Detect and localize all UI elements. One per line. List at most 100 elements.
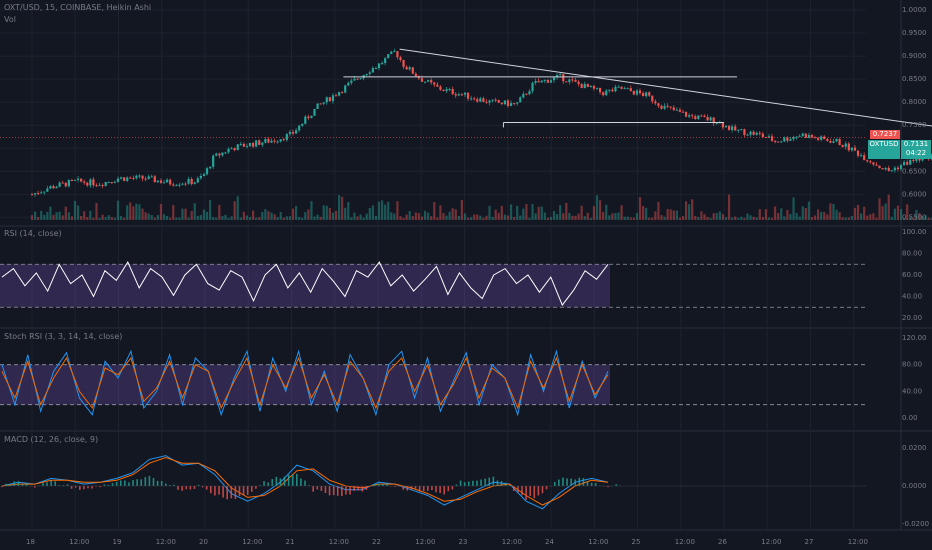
macd-histogram-bar [50, 480, 52, 486]
candle-body [473, 98, 476, 100]
volume-bar [466, 217, 470, 220]
volume-bar [801, 206, 804, 220]
volume-bar [706, 216, 709, 220]
volume-bar [261, 211, 264, 220]
macd-histogram-bar [574, 479, 577, 486]
candle-body [519, 97, 522, 103]
volume-bar [110, 217, 113, 220]
macd-histogram-bar [197, 484, 200, 486]
volume-bar [494, 209, 497, 220]
oscillator-axis-label: 100.00 [902, 228, 927, 236]
candle-body [875, 164, 878, 166]
candle-body [153, 176, 156, 182]
macd-histogram-bar [107, 484, 110, 486]
candle-body [694, 116, 697, 120]
macd-histogram-bar [349, 486, 351, 495]
macd-histogram-bar [91, 486, 93, 489]
candle-body [890, 170, 893, 172]
volume-bar [399, 216, 402, 220]
volume-bar [384, 204, 387, 220]
macd-histogram-bar [263, 481, 265, 486]
candle-body [906, 162, 909, 165]
price-axis-label: 0.8000 [902, 98, 927, 106]
candle-body [43, 191, 46, 193]
candle-body [789, 139, 792, 141]
candle-body [798, 135, 801, 137]
volume-bar [172, 205, 175, 220]
macd-histogram-bar [541, 486, 544, 494]
oscillator-axis-label: 0.0000 [902, 482, 927, 490]
candle-body [107, 182, 110, 184]
volume-bar [371, 205, 374, 220]
macd-histogram-bar [525, 486, 527, 500]
descending-trendline [399, 48, 932, 127]
candle-body [215, 153, 218, 156]
macd-pane[interactable] [0, 455, 866, 510]
price-axis-label: 0.6500 [902, 167, 927, 175]
volume-bar [184, 208, 187, 220]
volume-bar [853, 207, 857, 220]
volume-bar [700, 211, 703, 220]
volume-bar [470, 217, 473, 220]
volume-bar [451, 208, 454, 220]
candle-body [316, 103, 319, 109]
macd-histogram-bar [111, 483, 114, 486]
candle-body [770, 136, 774, 141]
macd-histogram-bar [124, 480, 126, 486]
volume-bar [583, 216, 586, 220]
candle-body [466, 92, 470, 99]
volume-bar [393, 213, 396, 220]
volume-bar [420, 216, 424, 220]
tag-countdown: 04:22 [905, 149, 927, 157]
volume-bar [233, 201, 236, 220]
macd-histogram-bar [578, 477, 581, 486]
volume-bar [755, 217, 758, 220]
volume-bar [436, 217, 439, 220]
candle-body [767, 136, 771, 138]
macd-histogram-bar [222, 486, 224, 498]
volume-bar [503, 214, 506, 220]
macd-histogram-bar [230, 486, 233, 499]
candle-body [583, 83, 586, 89]
volume-bar [866, 215, 869, 220]
volume-bar [826, 214, 829, 220]
candle-body [684, 111, 688, 117]
volume-bar [881, 206, 884, 220]
price-pane[interactable] [0, 48, 932, 220]
candle-body [420, 78, 424, 82]
candle-body [715, 123, 718, 125]
candle-body [866, 160, 869, 162]
volume-bar [663, 216, 666, 220]
time-axis-label: 12:00 [329, 538, 349, 546]
macd-histogram-bar [328, 486, 331, 496]
volume-bar [380, 200, 384, 220]
candle-body [537, 80, 540, 83]
macd-histogram-bar [144, 477, 147, 486]
candle-body [500, 102, 503, 105]
macd-histogram-bar [115, 481, 118, 486]
macd-histogram-bar [283, 476, 286, 486]
macd-histogram-bar [42, 482, 44, 486]
candle-body [878, 165, 881, 169]
candle-body [347, 82, 350, 86]
stoch-rsi-pane[interactable] [0, 349, 866, 417]
macd-histogram-bar [484, 478, 486, 486]
candle-body [40, 192, 43, 194]
volume-bar [491, 216, 494, 220]
candle-body [847, 143, 850, 151]
candle-body [239, 143, 242, 145]
overbought-oversold-band [0, 264, 610, 308]
volume-bar [482, 217, 485, 220]
macd-histogram-bar [296, 473, 298, 486]
candle-body [497, 100, 500, 103]
macd-histogram-bar [402, 486, 405, 490]
macd-histogram-bar [103, 484, 106, 486]
time-axis-label: 12:00 [588, 538, 608, 546]
candle-body [688, 115, 691, 117]
volume-bar [789, 214, 792, 220]
rsi-pane[interactable] [0, 261, 866, 308]
volume-bar [313, 216, 316, 220]
candle-body [166, 179, 169, 183]
volume-bar [731, 217, 734, 220]
